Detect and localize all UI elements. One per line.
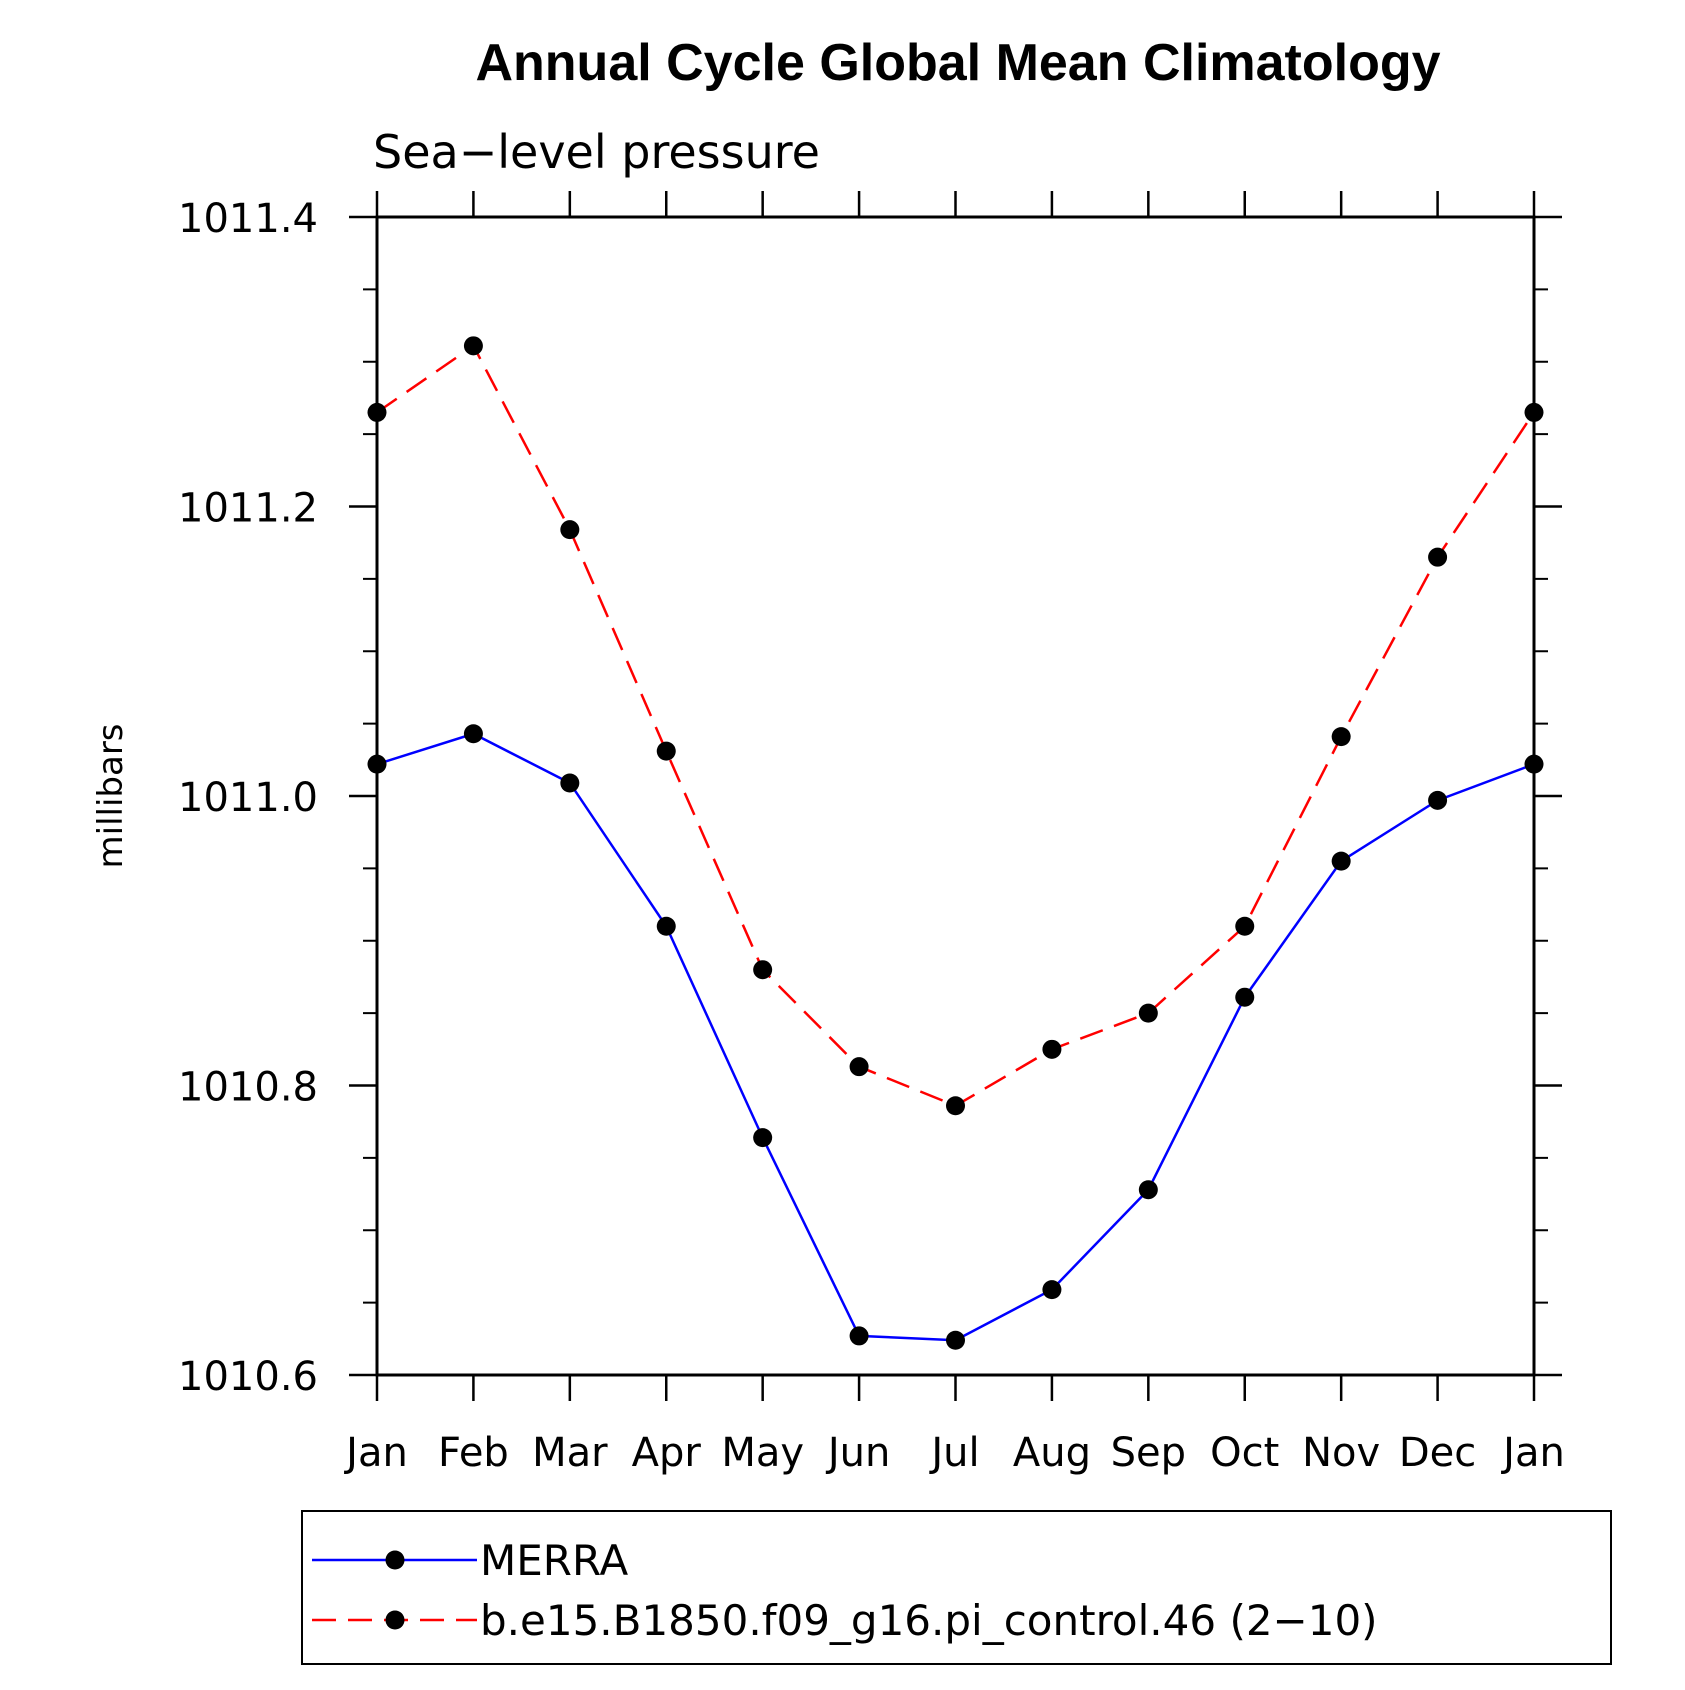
- series-1-point: [560, 773, 580, 793]
- x-tick-label: Feb: [438, 1430, 509, 1476]
- plot-frame: [375, 215, 1536, 1377]
- x-tick-label: Jul: [928, 1430, 979, 1476]
- x-tick-label: Oct: [1210, 1430, 1279, 1476]
- series-1-point: [849, 1326, 869, 1346]
- ticks-layer: Jan Feb Mar Apr May Jun Jul Aug Sep Oct Nov Dec Jan 1…: [178, 191, 1565, 1476]
- y-tick-label: 1011.2: [178, 486, 318, 532]
- x-tick-label: Sep: [1111, 1430, 1186, 1476]
- legend-marker-1: [385, 1550, 405, 1570]
- series-2-point: [849, 1057, 869, 1077]
- series-2-point: [463, 336, 483, 356]
- y-tick-label: 1011.4: [178, 196, 318, 242]
- series-2-point: [656, 741, 676, 761]
- series-1-point: [753, 1128, 773, 1148]
- y-tick-label: 1011.0: [178, 775, 318, 821]
- chart-subtitle: Sea−level pressure: [373, 125, 820, 179]
- legend-box: [301, 1510, 1612, 1665]
- series-2-point: [1428, 547, 1448, 567]
- series-2-point: [1235, 916, 1255, 936]
- series-line-1: [376, 732, 1535, 1342]
- series-1-point: [1428, 790, 1448, 810]
- y-tick-label: 1010.6: [178, 1354, 318, 1400]
- x-tick-label: Jun: [825, 1430, 891, 1476]
- series-2-point: [367, 402, 387, 422]
- x-tick-label: Jan: [343, 1430, 408, 1476]
- series-2-point: [1042, 1039, 1062, 1059]
- x-tick-label: Nov: [1302, 1430, 1380, 1476]
- series-2-point: [1331, 727, 1351, 747]
- series-1-point: [656, 916, 676, 936]
- series-2-point: [1524, 402, 1544, 422]
- legend-marker-2: [385, 1610, 405, 1630]
- series-2-point: [1138, 1003, 1158, 1023]
- x-tick-label: Jan: [1500, 1430, 1565, 1476]
- legend-label-2: b.e15.B1850.f09_g16.pi_control.46 (2−10): [480, 1596, 1378, 1645]
- series-1-point: [1138, 1180, 1158, 1200]
- series-1-point: [1042, 1280, 1062, 1300]
- chart-title: Annual Cycle Global Mean Climatology: [475, 34, 1440, 92]
- series-1-point: [1235, 987, 1255, 1007]
- x-tick-label: Mar: [532, 1430, 608, 1476]
- x-tick-label: Dec: [1399, 1430, 1476, 1476]
- series-line-2: [376, 343, 1536, 1108]
- series-1-point: [463, 724, 483, 744]
- series-1-point: [1331, 851, 1351, 871]
- series-2-point: [946, 1096, 965, 1116]
- series-2-point: [753, 960, 773, 980]
- y-tick-label: 1010.8: [178, 1065, 318, 1111]
- legend: MERRA b.e15.B1850.f09_g16.pi_control.46 (…: [301, 1510, 1612, 1665]
- x-tick-label: Aug: [1013, 1430, 1091, 1476]
- series-1-point: [367, 754, 387, 774]
- y-axis-label: millibars: [91, 723, 131, 868]
- x-tick-label: May: [721, 1430, 804, 1476]
- legend-label-1: MERRA: [480, 1536, 628, 1585]
- series-1-point: [1524, 754, 1544, 774]
- series-2-point: [560, 520, 580, 540]
- series-layer: [367, 336, 1544, 1350]
- series-1-point: [946, 1330, 965, 1350]
- x-tick-label: Apr: [632, 1430, 702, 1476]
